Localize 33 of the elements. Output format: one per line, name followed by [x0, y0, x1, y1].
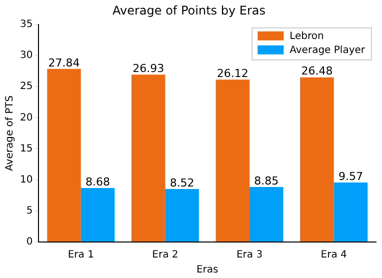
- data-label: 8.52: [170, 176, 194, 190]
- y-tick-label: 10: [20, 174, 33, 186]
- legend-label: Lebron: [290, 30, 324, 42]
- x-tick-label: Era 4: [320, 250, 347, 261]
- y-tick-label: 20: [20, 112, 33, 124]
- bar: [47, 68, 81, 242]
- x-tick-label: Era 2: [152, 250, 178, 261]
- bar: [250, 186, 284, 242]
- y-axis-title: Average of PTS: [4, 95, 16, 171]
- y-tick-label: 0: [26, 236, 33, 248]
- data-label: 26.93: [132, 62, 164, 75]
- bar: [165, 189, 199, 242]
- x-axis-title: Eras: [196, 264, 218, 276]
- legend-label: Average Player: [290, 44, 366, 56]
- y-tick-label: 5: [26, 206, 33, 217]
- y-tick-label: 25: [20, 81, 33, 92]
- y-tick-label: 15: [20, 143, 33, 154]
- bar: [300, 77, 334, 242]
- bar: [80, 188, 115, 242]
- y-tick-label: 30: [20, 50, 33, 62]
- data-label: 26.12: [216, 66, 248, 80]
- data-label: 8.68: [86, 175, 110, 188]
- bar: [334, 182, 368, 242]
- data-label: 9.57: [338, 170, 363, 183]
- x-tick-label: Era 3: [236, 250, 263, 261]
- data-label: 27.84: [48, 56, 80, 70]
- data-label: 8.85: [254, 174, 279, 188]
- y-tick-label: 35: [20, 18, 33, 30]
- chart-title: Average of Points by Eras: [112, 3, 266, 18]
- bar: [131, 74, 166, 242]
- x-tick-label: Era 1: [68, 250, 94, 261]
- data-label: 26.48: [301, 64, 333, 78]
- bar: [216, 80, 250, 242]
